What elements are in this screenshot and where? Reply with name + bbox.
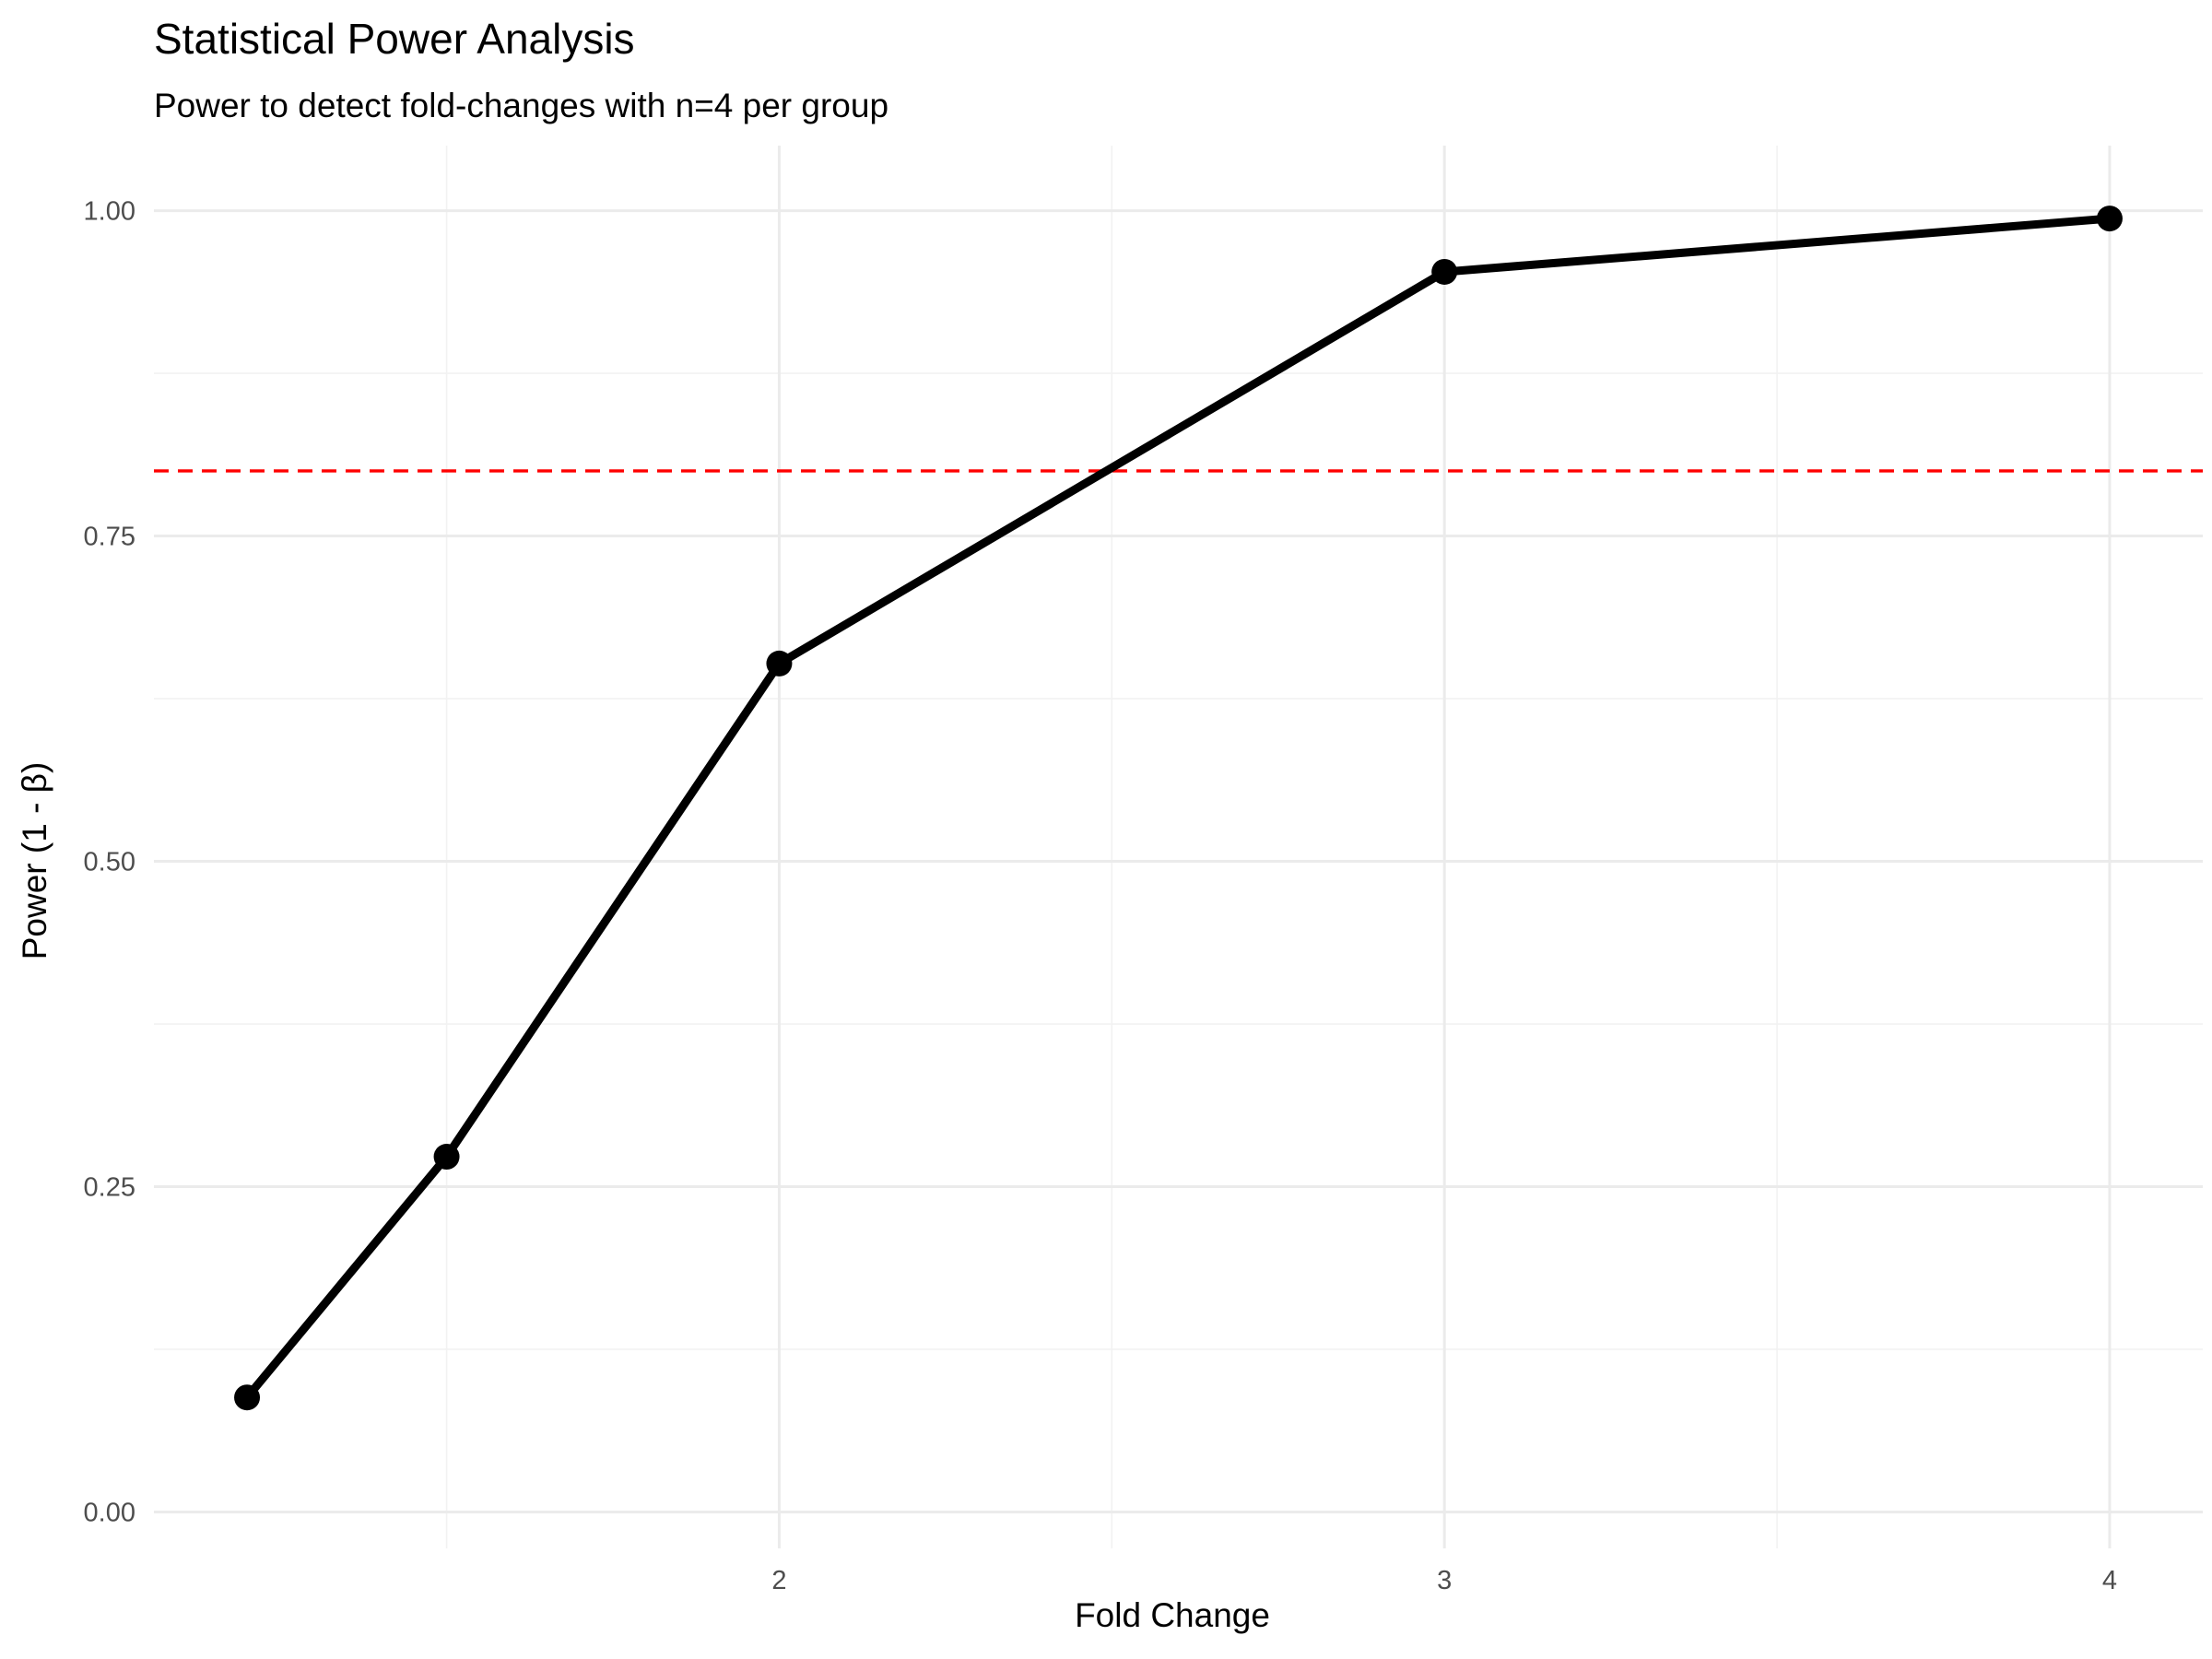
y-tick-label: 0.25 — [84, 1172, 135, 1202]
data-points — [234, 206, 2123, 1411]
x-tick-label: 4 — [2102, 1566, 2117, 1595]
y-axis-ticks: 0.00 0.25 0.50 0.75 1.00 — [84, 197, 135, 1528]
y-tick-label: 1.00 — [84, 197, 135, 227]
x-axis-ticks: 2 3 4 — [771, 1566, 2117, 1595]
y-tick-label: 0.50 — [84, 848, 135, 877]
y-tick-label: 0.00 — [84, 1498, 135, 1527]
minor-gridlines — [154, 146, 2203, 1548]
x-tick-label: 3 — [1437, 1566, 1452, 1595]
chart-title: Statistical Power Analysis — [154, 15, 635, 63]
major-gridlines — [154, 146, 2203, 1548]
chart-subtitle: Power to detect fold-changes with n=4 pe… — [154, 87, 888, 124]
data-point — [433, 1144, 460, 1171]
x-axis-title: Fold Change — [1075, 1596, 1270, 1634]
data-point — [234, 1384, 261, 1411]
x-tick-label: 2 — [771, 1566, 786, 1595]
data-point — [766, 650, 793, 677]
data-point — [1431, 258, 1458, 285]
y-axis-title: Power (1 - β) — [16, 762, 53, 960]
y-tick-label: 0.75 — [84, 523, 135, 552]
data-point — [2096, 206, 2123, 232]
